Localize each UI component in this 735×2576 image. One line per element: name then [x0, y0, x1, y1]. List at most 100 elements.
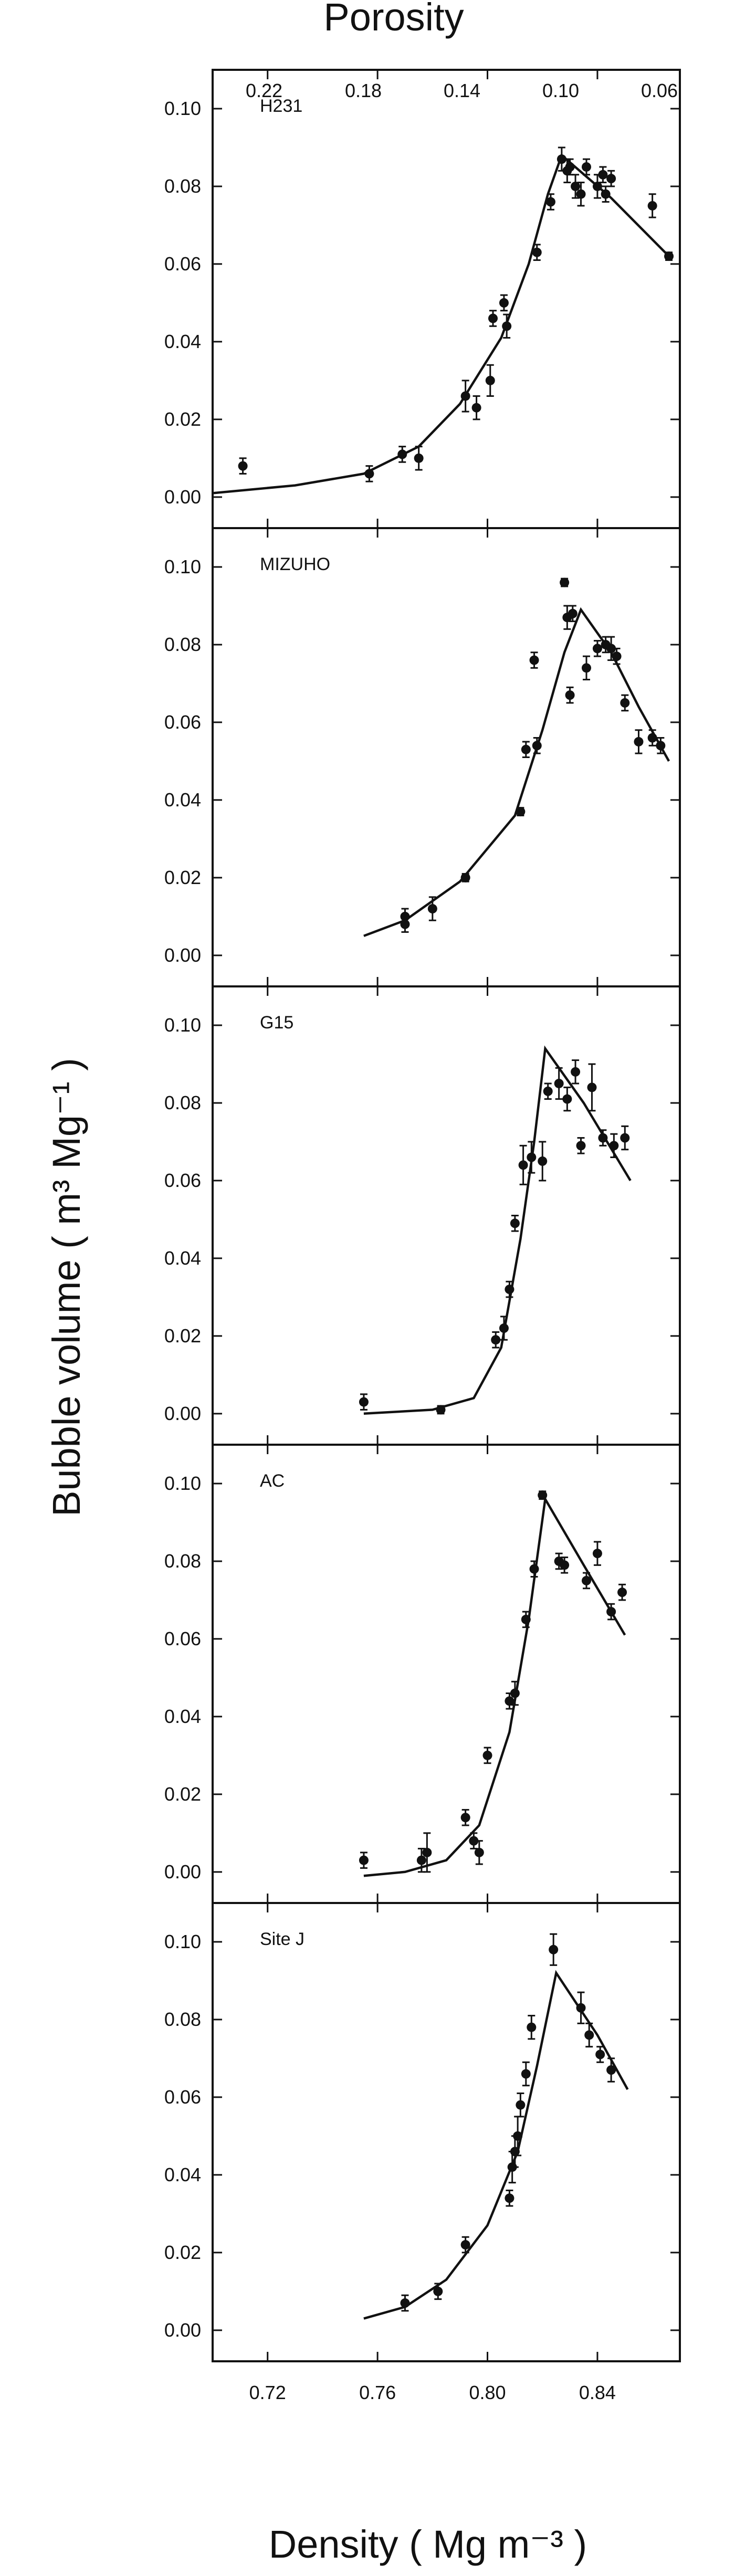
data-point: [436, 1405, 446, 1415]
y-tick-label: 0.00: [164, 944, 201, 966]
panel-frame: [212, 1444, 681, 1904]
data-point: [598, 1133, 608, 1143]
y-tick-label: 0.04: [164, 789, 201, 811]
y-tick-label: 0.06: [164, 1170, 201, 1191]
y-tick-label: 0.02: [164, 2242, 201, 2263]
panel-label: MIZUHO: [260, 554, 330, 574]
y-tick-label: 0.06: [164, 253, 201, 275]
fit-curve: [363, 607, 670, 937]
y-tick-label: 0.10: [164, 1473, 201, 1494]
data-point: [617, 1587, 627, 1597]
data-point: [554, 1078, 564, 1088]
panel-mizuho: 0.00 0.02 0.04 0.06 0.08 0.10 MIZUHO: [164, 527, 681, 987]
data-point: [598, 170, 608, 180]
panel-label: G15: [260, 1013, 293, 1033]
data-point: [482, 1750, 492, 1760]
data-point: [606, 2065, 616, 2075]
data-point: [414, 453, 424, 463]
data-point: [587, 1082, 597, 1092]
data-point: [400, 911, 410, 921]
data-point: [582, 162, 591, 172]
data-point: [582, 1575, 591, 1585]
y-tick-label: 0.06: [164, 2086, 201, 2108]
data-point: [516, 2100, 526, 2110]
data-point: [505, 2193, 514, 2203]
y-tick-label: 0.04: [164, 1247, 201, 1269]
data-point: [606, 1607, 616, 1617]
x-axis-title: Density ( Mg m⁻³ ): [269, 2522, 587, 2566]
data-point: [562, 1094, 572, 1104]
data-point: [513, 2131, 523, 2141]
data-point: [521, 2069, 531, 2079]
data-point: [502, 321, 512, 331]
y-tick-label: 0.06: [164, 711, 201, 733]
data-point: [516, 807, 526, 817]
data-point: [576, 189, 586, 199]
data-point: [460, 391, 470, 401]
data-point: [565, 162, 575, 172]
data-point: [584, 2030, 594, 2040]
data-point: [469, 1836, 479, 1846]
panel-ac: 0.00 0.02 0.04 0.06 0.08 0.10 AC: [164, 1444, 681, 1904]
y-tick-label: 0.10: [164, 98, 201, 119]
data-point: [565, 690, 575, 700]
panel-label: Site J: [260, 1929, 304, 1949]
data-point: [620, 698, 630, 708]
data-point: [460, 872, 470, 882]
data-point: [592, 644, 602, 654]
top-tick-label: 0.18: [345, 80, 382, 101]
x-tick-label: 0.72: [249, 2382, 286, 2403]
data-point: [499, 298, 509, 308]
fit-curve: [212, 153, 670, 495]
data-point: [576, 1141, 586, 1151]
top-axis: 0.22 0.18 0.14 0.10 0.06: [246, 80, 678, 101]
panels: 0.00 0.02 0.04 0.06 0.08 0.10 H231 0.00 0.02 0.04…: [164, 69, 681, 2362]
top-tick-label: 0.22: [246, 80, 282, 101]
y-tick-label: 0.08: [164, 1550, 201, 1572]
data-point: [595, 2049, 605, 2059]
data-point: [606, 174, 616, 184]
data-point: [612, 651, 622, 661]
y-axis-title: Bubble volume ( m³ Mg⁻¹ ): [45, 1058, 88, 1517]
y-tick-label: 0.02: [164, 1325, 201, 1347]
top-tick-label: 0.10: [542, 80, 579, 101]
data-point: [460, 1813, 470, 1823]
data-point: [416, 1855, 426, 1865]
data-point: [606, 644, 616, 654]
data-point: [609, 1141, 619, 1151]
data-point: [364, 469, 374, 479]
data-point: [527, 1152, 537, 1162]
data-point: [571, 1067, 581, 1077]
data-point: [545, 197, 555, 207]
data-point: [427, 904, 437, 914]
y-tick-label: 0.00: [164, 2319, 201, 2341]
data-point: [656, 741, 666, 751]
panel-frame: [212, 527, 681, 987]
data-point: [474, 1847, 484, 1857]
data-point: [359, 1855, 369, 1865]
x-tick-label: 0.76: [359, 2382, 396, 2403]
data-point: [543, 1086, 553, 1096]
panel-g15: 0.00 0.02 0.04 0.06 0.08 0.10 G15: [164, 985, 681, 1446]
y-tick-label: 0.08: [164, 175, 201, 197]
data-point: [592, 1549, 602, 1559]
data-point: [560, 577, 570, 587]
y-tick-label: 0.08: [164, 634, 201, 655]
data-point: [505, 1285, 514, 1295]
y-tick-label: 0.04: [164, 1706, 201, 1727]
data-point: [592, 181, 602, 191]
data-point: [532, 247, 542, 257]
data-point: [571, 181, 581, 191]
data-point: [238, 461, 248, 471]
y-tick-label: 0.06: [164, 1628, 201, 1649]
data-point: [491, 1335, 501, 1345]
y-tick-label: 0.08: [164, 2009, 201, 2030]
panel-frame: [212, 1902, 681, 2362]
data-point: [601, 189, 611, 199]
data-point: [634, 737, 644, 746]
data-point: [510, 1688, 520, 1698]
top-tick-label: 0.14: [444, 80, 480, 101]
data-point: [422, 1847, 432, 1857]
data-point: [538, 1156, 548, 1166]
data-point: [359, 1397, 369, 1407]
